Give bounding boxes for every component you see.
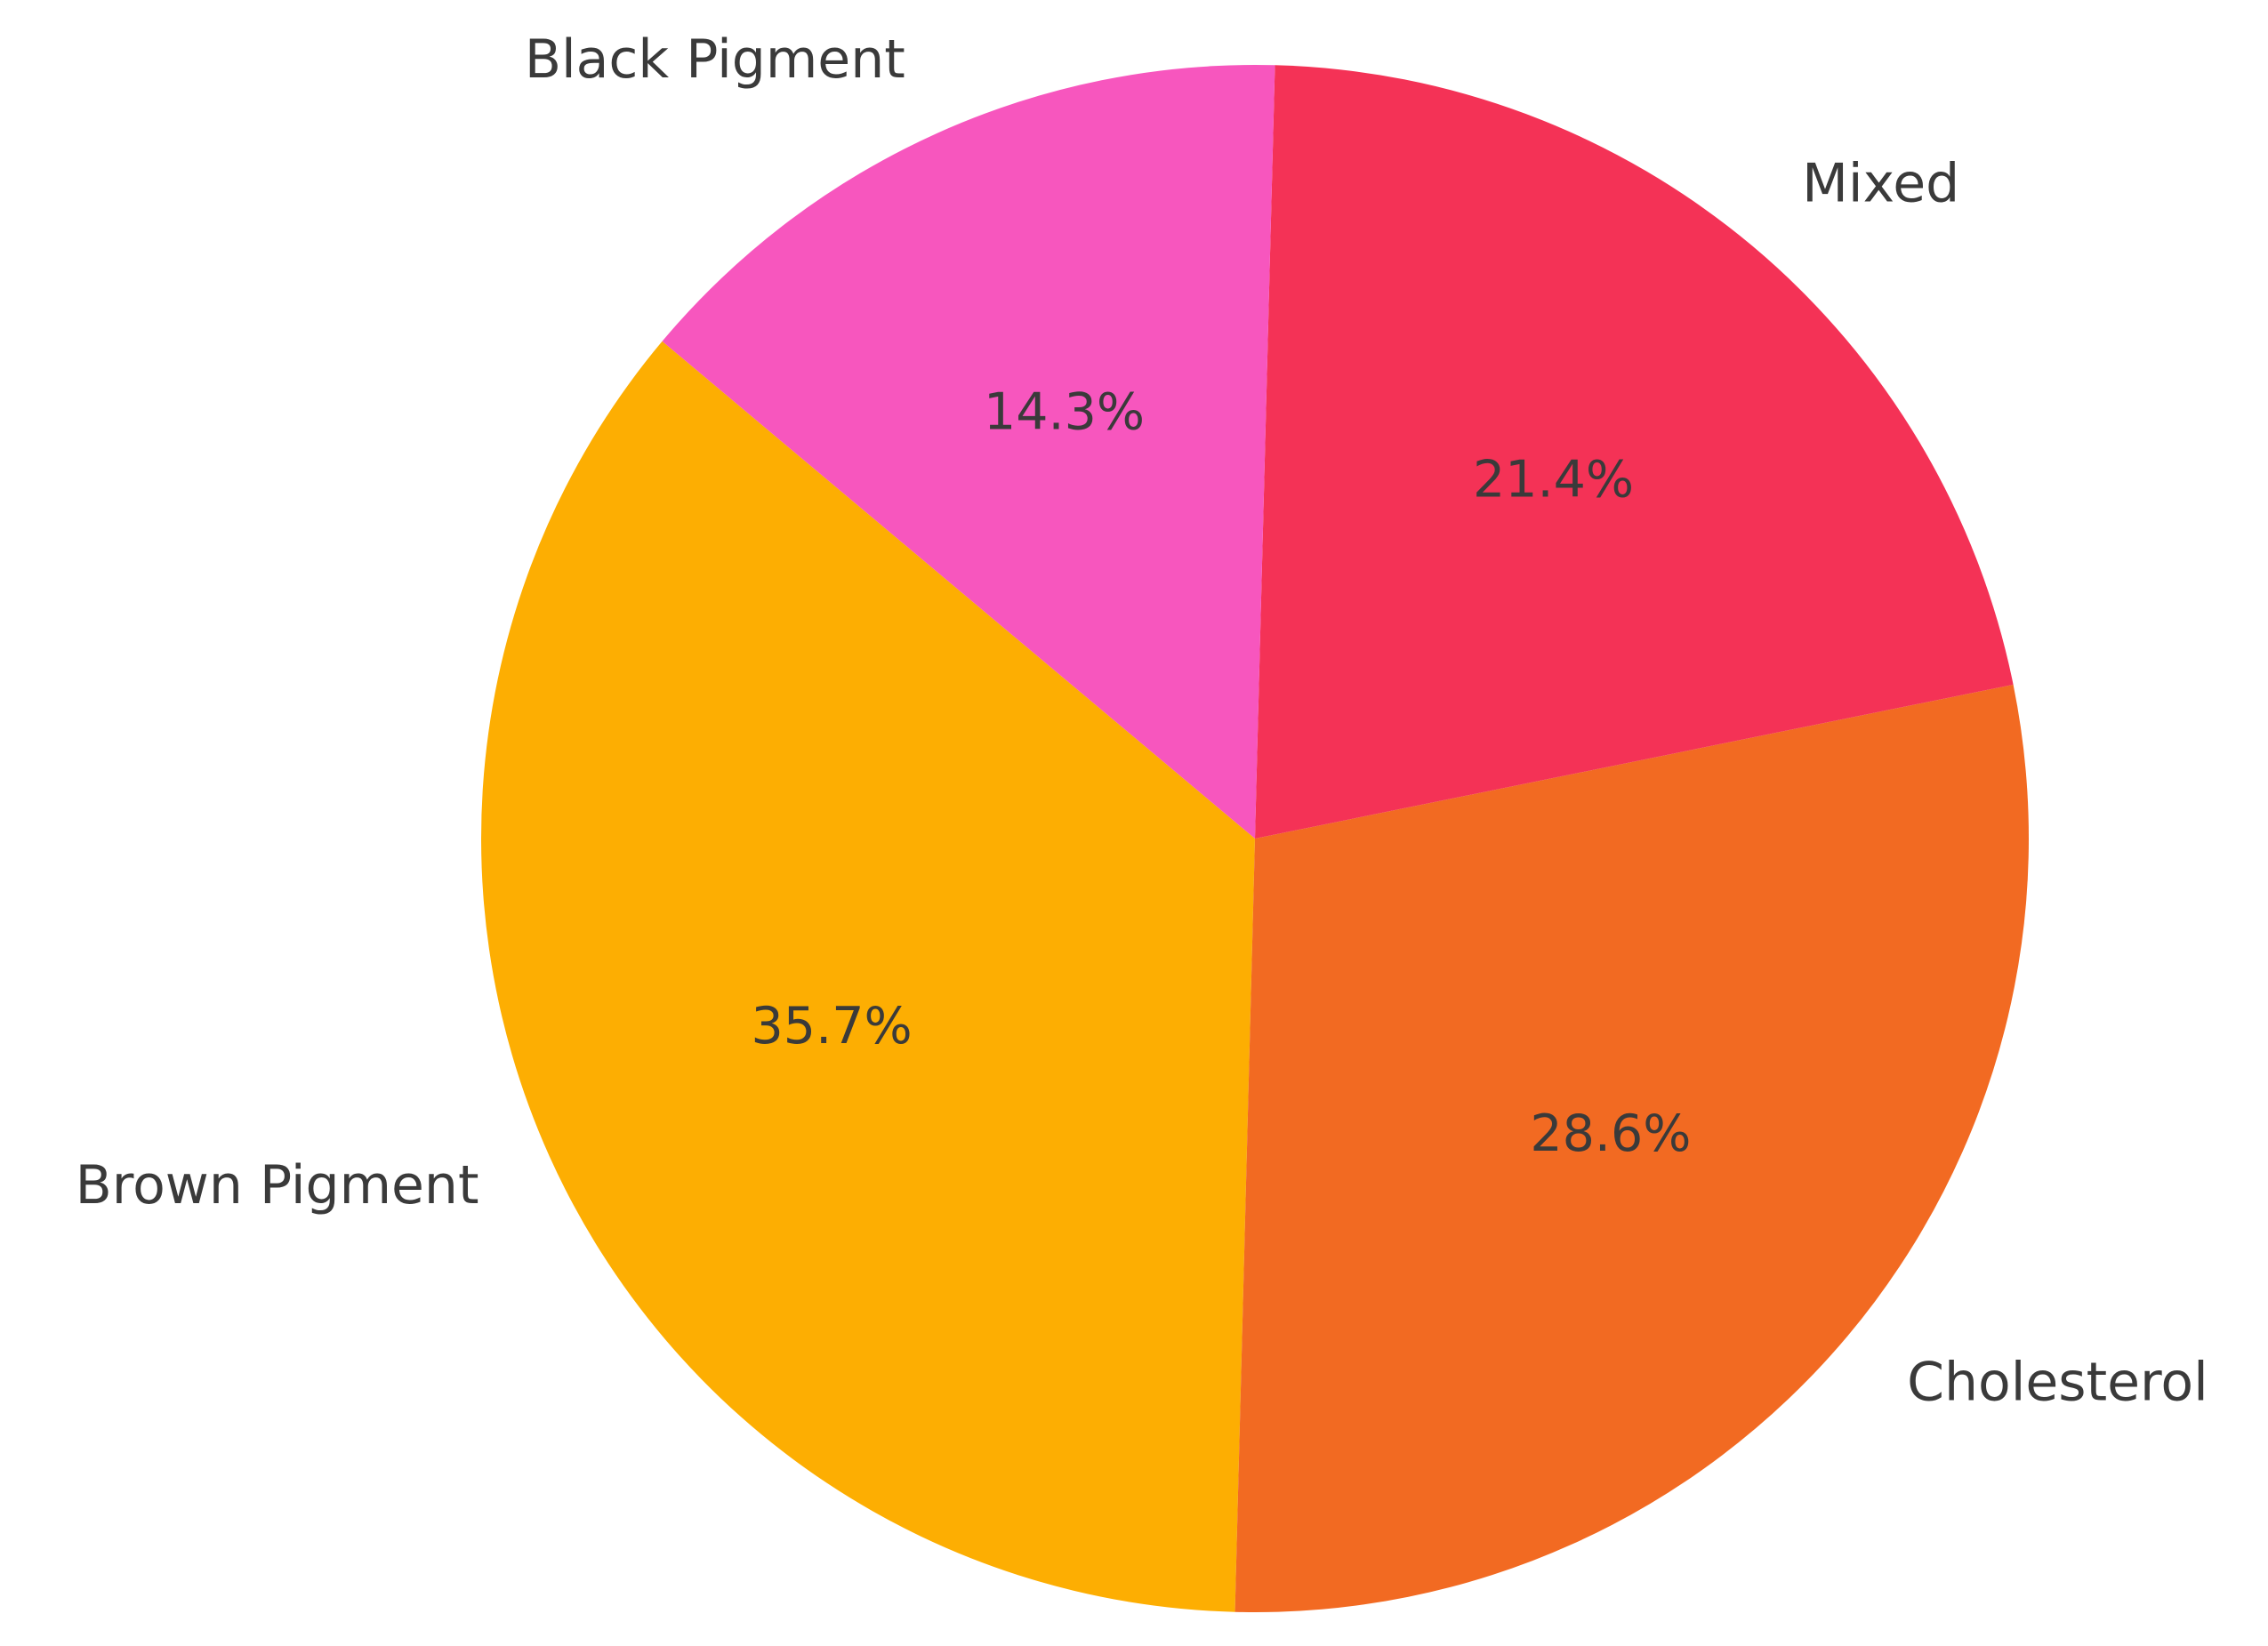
percent-label: 21.4% [1473,451,1634,510]
slice-label: Black Pigment [525,28,905,91]
pie-slice [1235,684,2029,1613]
slice-label: Brown Pigment [76,1154,479,1216]
pie-slice [481,341,1255,1612]
slice-label: Cholesterol [1907,1352,2208,1414]
slice-label: Mixed [1802,152,1959,214]
percent-label: 35.7% [752,997,913,1056]
pie-slice [662,65,1275,839]
percent-label: 14.3% [984,383,1145,442]
percent-label: 28.6% [1530,1104,1691,1163]
pie-slice [1255,65,2014,839]
